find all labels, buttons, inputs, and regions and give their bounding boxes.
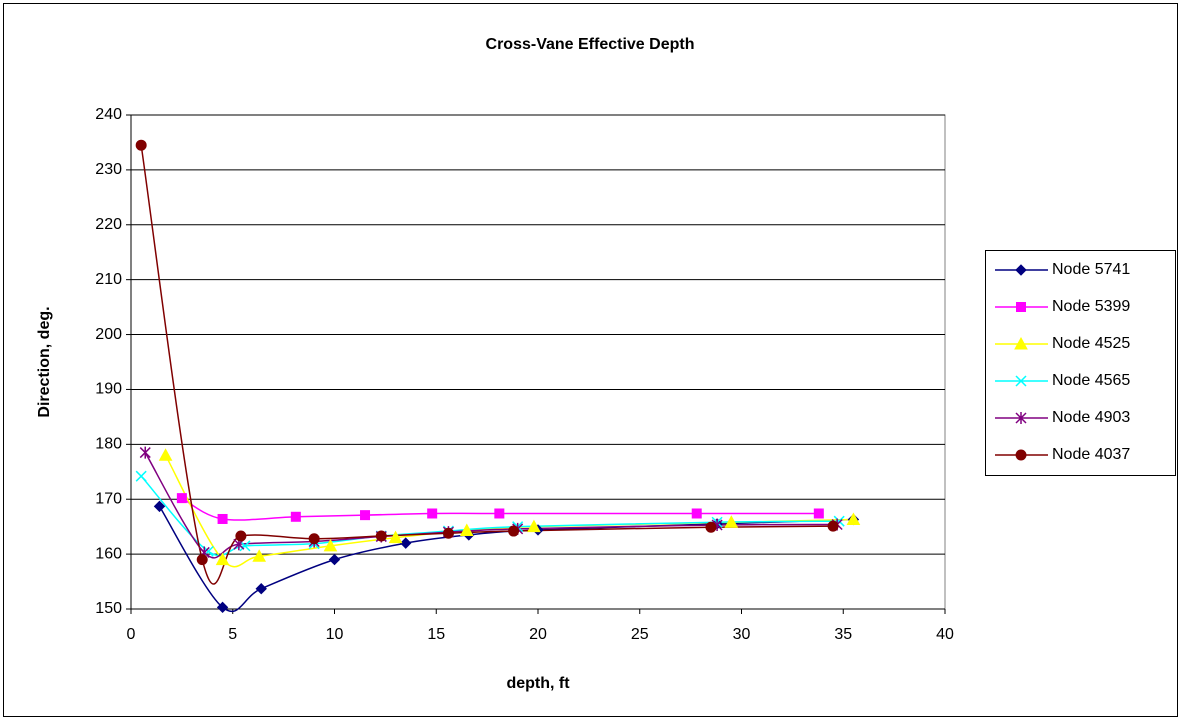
marker — [328, 553, 341, 566]
x-tick-label: 20 — [529, 626, 547, 643]
marker — [1015, 449, 1027, 461]
legend-label: Node 5399 — [1052, 298, 1130, 315]
y-tick-label: 220 — [95, 216, 122, 233]
marker — [442, 527, 454, 539]
marker — [255, 582, 267, 595]
x-tick-label: 35 — [834, 626, 852, 643]
legend-label: Node 4903 — [1052, 409, 1130, 426]
legend-label: Node 4525 — [1052, 335, 1130, 352]
marker — [360, 510, 371, 521]
chart-title: Cross-Vane Effective Depth — [486, 36, 695, 53]
marker — [235, 530, 247, 542]
marker — [135, 470, 147, 482]
marker — [846, 512, 861, 526]
marker — [705, 521, 717, 533]
legend-label: Node 4565 — [1052, 372, 1130, 389]
marker — [813, 508, 824, 519]
y-tick-label: 210 — [95, 271, 122, 288]
y-tick-label: 200 — [95, 326, 122, 343]
marker — [1016, 302, 1026, 312]
marker — [427, 508, 438, 519]
y-tick-label: 190 — [95, 381, 122, 398]
marker — [827, 520, 839, 532]
marker — [388, 530, 403, 544]
x-tick-label: 40 — [936, 626, 954, 643]
marker — [1015, 412, 1027, 424]
y-tick-label: 160 — [95, 545, 122, 562]
y-tick-label: 240 — [95, 106, 122, 123]
y-tick-label: 170 — [95, 490, 122, 507]
marker — [196, 554, 208, 566]
legend-label: Node 4037 — [1052, 446, 1130, 463]
marker — [400, 537, 412, 549]
marker — [459, 523, 474, 537]
x-tick-label: 15 — [427, 626, 445, 643]
series-line — [158, 505, 854, 613]
marker — [1014, 336, 1028, 350]
legend-box — [985, 250, 1176, 476]
marker — [217, 513, 228, 524]
marker — [252, 549, 267, 562]
marker — [308, 533, 320, 545]
x-tick-label: 0 — [127, 626, 136, 643]
y-tick-label: 180 — [95, 436, 122, 453]
marker — [158, 448, 173, 461]
x-tick-label: 5 — [228, 626, 237, 643]
marker — [724, 515, 739, 528]
x-tick-label: 10 — [326, 626, 344, 643]
x-tick-label: 30 — [733, 626, 751, 643]
series-line — [140, 145, 834, 585]
marker — [691, 508, 702, 519]
marker — [239, 540, 251, 552]
marker — [1015, 375, 1027, 387]
marker — [1015, 264, 1027, 276]
marker — [153, 500, 166, 513]
y-tick-label: 150 — [95, 600, 122, 617]
marker — [323, 538, 338, 552]
x-axis-label: depth, ft — [506, 675, 570, 692]
marker — [135, 139, 147, 151]
marker — [494, 508, 505, 519]
marker — [216, 601, 229, 614]
x-tick-label: 25 — [631, 626, 649, 643]
marker — [290, 511, 301, 522]
y-tick-label: 230 — [95, 161, 122, 178]
marker — [375, 530, 387, 542]
marker — [139, 446, 151, 459]
marker — [527, 519, 541, 533]
marker — [508, 525, 520, 537]
y-axis-label: Direction, deg. — [36, 306, 53, 417]
marker — [215, 552, 230, 566]
marker — [176, 493, 187, 504]
legend-label: Node 5741 — [1052, 261, 1130, 278]
